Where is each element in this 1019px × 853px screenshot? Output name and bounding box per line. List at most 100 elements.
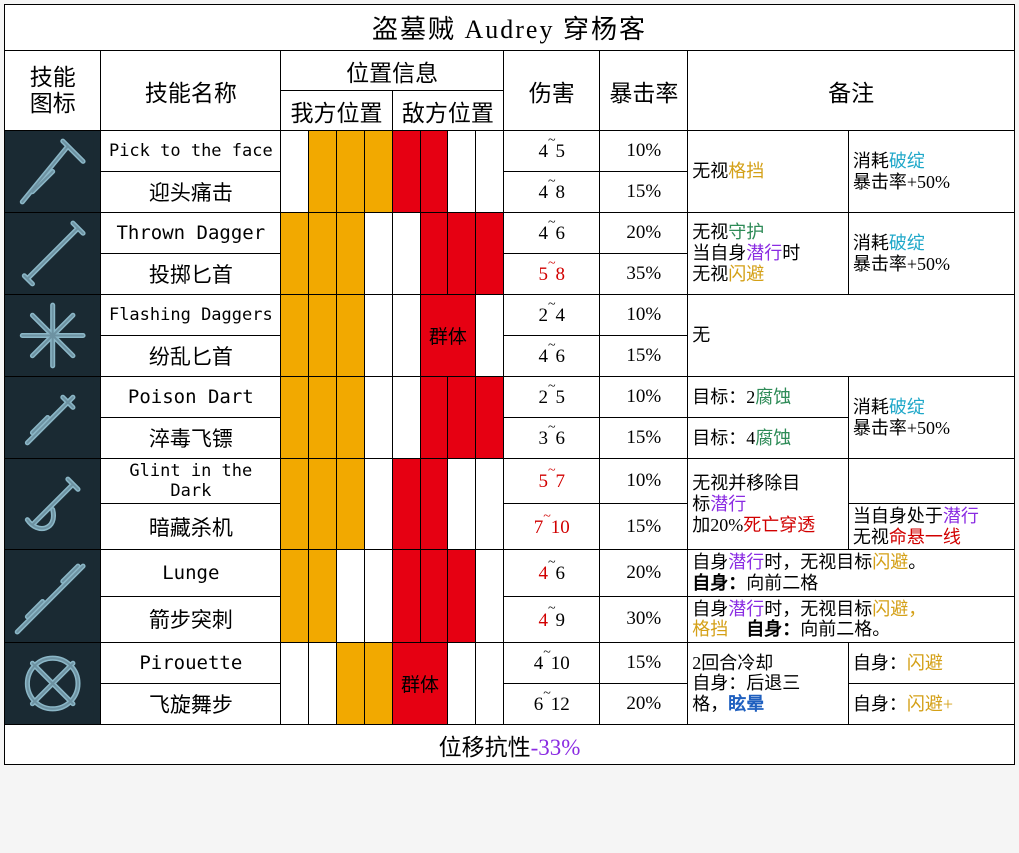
- skill-icon-cell: [5, 213, 101, 295]
- notes-cell: 消耗破绽暴击率+50%: [848, 377, 1014, 459]
- pos-cell: [476, 131, 504, 213]
- crit-cell: 20%: [600, 550, 688, 596]
- pos-cell: [309, 459, 337, 550]
- crit-cell: 20%: [600, 684, 688, 725]
- crit-cell: 10%: [600, 295, 688, 336]
- pos-cell: [364, 459, 392, 550]
- pos-cell: [476, 459, 504, 550]
- skill-icon-cell: [5, 295, 101, 377]
- pos-cell: [336, 131, 364, 213]
- header-pos-info: 位置信息: [281, 51, 504, 91]
- skill-row: Glint in the Dark5~710%无视并移除目标潜行加20%死亡穿透: [5, 459, 1015, 504]
- pos-cell: [309, 377, 337, 459]
- crit-cell: 15%: [600, 336, 688, 377]
- notes-cell: 自身潜行时，无视目标闪避，格挡 自身：向前二格。: [688, 596, 1015, 642]
- skill-name-en: Poison Dart: [101, 377, 281, 418]
- pos-cell: [309, 643, 337, 725]
- skill-name-en: Flashing Daggers: [101, 295, 281, 336]
- skill-icon-cell: [5, 377, 101, 459]
- header-ally-pos: 我方位置: [281, 91, 392, 131]
- pos-cell: [281, 131, 309, 213]
- pos-cell: [476, 377, 504, 459]
- crit-cell: 15%: [600, 418, 688, 459]
- damage-cell: 2~4: [504, 295, 600, 336]
- skill-row: 飞旋舞步6~1220%自身：闪避+: [5, 684, 1015, 725]
- pos-cell: [392, 213, 420, 295]
- damage-cell: 4~6: [504, 550, 600, 596]
- pos-cell: [336, 459, 364, 550]
- pos-cell: [392, 131, 420, 213]
- pos-cell: [392, 459, 420, 550]
- pos-cell: [448, 213, 476, 295]
- skill-row: 暗藏杀机7~1015%当自身处于潜行无视命悬一线: [5, 504, 1015, 550]
- pos-cell: [309, 213, 337, 295]
- pos-cell: [364, 213, 392, 295]
- crit-cell: 10%: [600, 459, 688, 504]
- notes-cell: 无视并移除目标潜行加20%死亡穿透: [688, 459, 849, 550]
- pos-cell: [364, 295, 392, 377]
- pos-cell: [309, 550, 337, 643]
- pos-cell: [420, 459, 448, 550]
- notes-cell: 目标：4腐蚀: [688, 418, 849, 459]
- crit-cell: 30%: [600, 596, 688, 642]
- crit-cell: 15%: [600, 643, 688, 684]
- damage-cell: 2~5: [504, 377, 600, 418]
- pos-cell: [476, 295, 504, 377]
- notes-cell: 无视格挡: [688, 131, 849, 213]
- crit-cell: 10%: [600, 131, 688, 172]
- header-crit: 暴击率: [600, 51, 688, 131]
- damage-cell: 5~7: [504, 459, 600, 504]
- notes-cell: 目标：2腐蚀: [688, 377, 849, 418]
- pos-cell: [281, 213, 309, 295]
- pos-cell: [336, 213, 364, 295]
- damage-cell: 4~8: [504, 172, 600, 213]
- header-enemy-pos: 敌方位置: [392, 91, 503, 131]
- skill-table: 盗墓贼 Audrey 穿杨客 技能图标 技能名称 位置信息 伤害 暴击率 备注 …: [4, 4, 1015, 765]
- skill-row: Pirouette群体4~1015%2回合冷却自身：后退三格，眩晕自身：闪避: [5, 643, 1015, 684]
- header-name: 技能名称: [101, 51, 281, 131]
- notes-cell: 消耗破绽暴击率+50%: [848, 131, 1014, 213]
- skill-icon: [5, 131, 100, 212]
- header-damage: 伤害: [504, 51, 600, 131]
- skill-row: Poison Dart2~510%目标：2腐蚀消耗破绽暴击率+50%: [5, 377, 1015, 418]
- skill-icon: [5, 295, 100, 376]
- pos-cell: [281, 459, 309, 550]
- damage-cell: 7~10: [504, 504, 600, 550]
- damage-cell: 4~9: [504, 596, 600, 642]
- notes-cell: 自身：闪避+: [848, 684, 1014, 725]
- skill-name-cn: 投掷匕首: [101, 254, 281, 295]
- pos-cell: [448, 550, 476, 643]
- skill-name-en: Thrown Dagger: [101, 213, 281, 254]
- skill-icon: [5, 464, 100, 545]
- pos-cell: [420, 550, 448, 643]
- footer-row: 位移抗性-33%: [5, 725, 1015, 765]
- pos-cell: [448, 131, 476, 213]
- notes-cell: 消耗破绽暴击率+50%: [848, 213, 1014, 295]
- pos-cell: [364, 550, 392, 643]
- pos-cell: 群体: [392, 643, 448, 725]
- notes-cell: [848, 459, 1014, 504]
- pos-cell: [476, 213, 504, 295]
- skill-row: 箭步突刺4~930%自身潜行时，无视目标闪避，格挡 自身：向前二格。: [5, 596, 1015, 642]
- damage-cell: 6~12: [504, 684, 600, 725]
- footer-label: 位移抗性: [439, 735, 531, 760]
- pos-cell: [309, 295, 337, 377]
- skill-name-en: Glint in the Dark: [101, 459, 281, 504]
- skill-row: Pick to the face4~510%无视格挡消耗破绽暴击率+50%: [5, 131, 1015, 172]
- pos-cell: [309, 131, 337, 213]
- pos-cell: [392, 550, 420, 643]
- notes-cell: 自身：闪避: [848, 643, 1014, 684]
- pos-cell: [364, 377, 392, 459]
- pos-cell: [281, 377, 309, 459]
- crit-cell: 15%: [600, 172, 688, 213]
- crit-cell: 15%: [600, 504, 688, 550]
- damage-cell: 4~6: [504, 336, 600, 377]
- notes-cell: 无: [688, 295, 1015, 377]
- header-icon: 技能图标: [5, 51, 101, 131]
- pos-cell: [392, 295, 420, 377]
- crit-cell: 10%: [600, 377, 688, 418]
- pos-cell: [281, 295, 309, 377]
- skill-row: Thrown Dagger4~620%无视守护当自身潜行时无视闪避消耗破绽暴击率…: [5, 213, 1015, 254]
- damage-cell: 4~5: [504, 131, 600, 172]
- skill-name-cn: 迎头痛击: [101, 172, 281, 213]
